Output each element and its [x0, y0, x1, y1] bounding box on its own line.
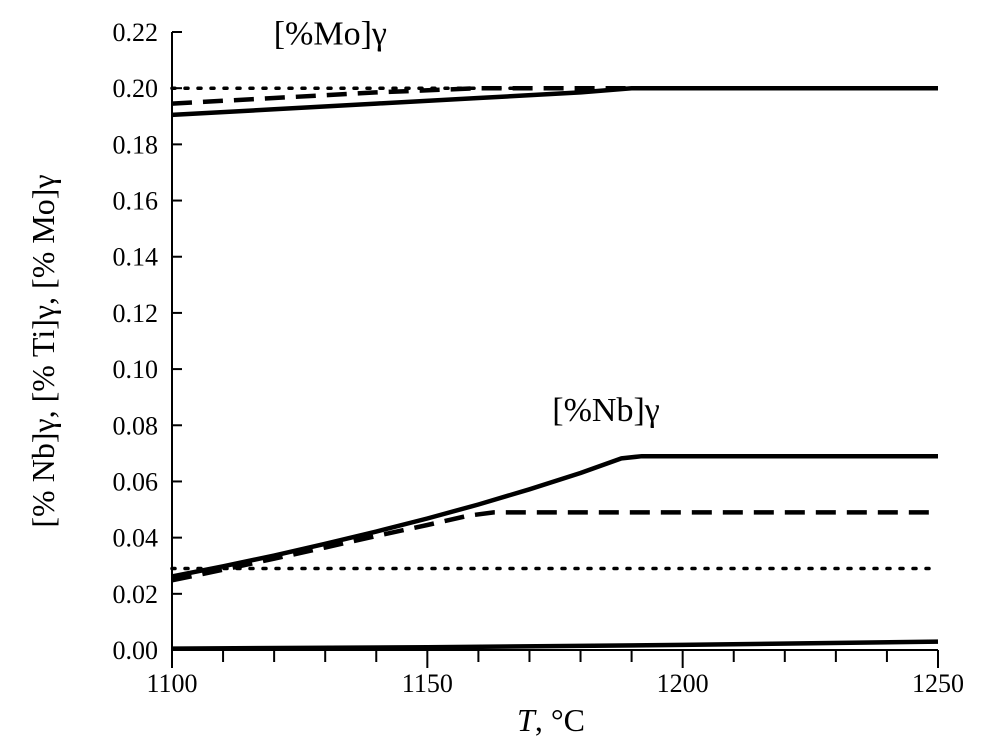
- y-tick-label: 0.10: [113, 355, 159, 384]
- x-axis-title: T, °C: [517, 702, 585, 738]
- x-tick-label: 1150: [402, 669, 453, 698]
- series-line-4: [171, 453, 938, 579]
- series-line-7: [171, 639, 939, 651]
- series-layer: [170, 85, 940, 651]
- y-tick-label: 0.14: [113, 243, 159, 272]
- annotation-1: [%Mo]γ: [274, 16, 387, 53]
- y-tick-label: 0.12: [113, 299, 159, 328]
- y-tick-label: 0.04: [113, 524, 159, 553]
- labels-layer: 0.00 0.02 0.04 0.06 0.08 0.10 0.12 0.14 0.16 0.18…: [25, 16, 964, 738]
- y-tick-label: 0.20: [113, 74, 159, 103]
- y-tick-label: 0.00: [113, 636, 159, 665]
- y-tick-label: 0.08: [113, 411, 159, 440]
- annotation-2: [%Nb]γ: [552, 392, 660, 429]
- series-line-1: [171, 85, 938, 118]
- y-tick-label: 0.06: [113, 467, 159, 496]
- x-tick-label: 1200: [657, 669, 709, 698]
- y-tick-label: 0.18: [113, 130, 159, 159]
- series-line-5: [171, 510, 938, 583]
- y-axis-title: [% Nb]γ, [% Ti]γ, [% Mo]γ: [25, 174, 61, 527]
- y-tick-label: 0.02: [113, 580, 159, 609]
- y-tick-label: 0.22: [113, 18, 159, 47]
- x-axis-title-symbol: T: [517, 702, 537, 738]
- x-tick-label: 1100: [146, 669, 197, 698]
- axes-layer: [171, 31, 939, 668]
- y-tick-label: 0.16: [113, 187, 159, 216]
- x-tick-label: 1250: [912, 669, 964, 698]
- x-axis-title-unit: , °C: [535, 702, 585, 738]
- series-line-2: [171, 85, 632, 106]
